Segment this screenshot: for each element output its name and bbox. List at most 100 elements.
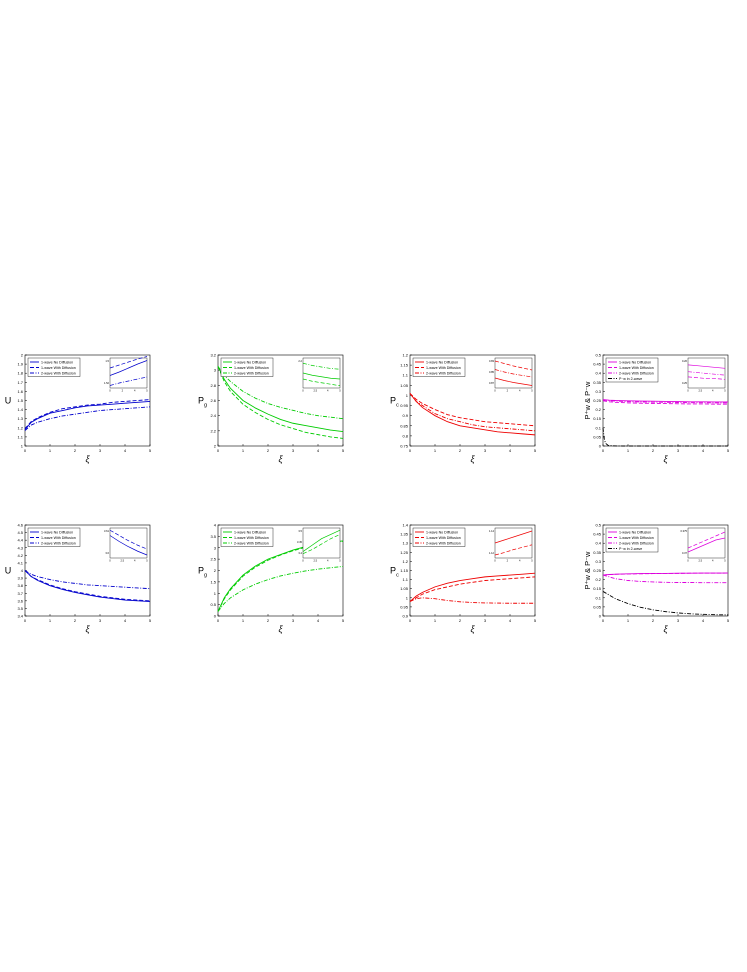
inset-series-line bbox=[302, 362, 341, 370]
inset-series-line bbox=[687, 537, 726, 553]
y-tick-label: 3.5 bbox=[210, 534, 216, 539]
y-tick-label: 0 bbox=[599, 444, 602, 449]
legend-entry: 1-wave With Diffusion bbox=[426, 536, 461, 540]
legend-entry: 2-wave With Diffusion bbox=[619, 541, 654, 545]
y-tick-label: 0 bbox=[214, 614, 217, 619]
y-tick-label: 1.7 bbox=[17, 380, 23, 385]
series-line-3 bbox=[602, 574, 728, 584]
y-tick-label: 4 bbox=[21, 568, 24, 573]
series-line-3 bbox=[24, 570, 151, 590]
series-line-3 bbox=[217, 565, 344, 612]
x-tick-label: 2 bbox=[267, 618, 270, 623]
y-tick-label: 0.35 bbox=[593, 550, 602, 555]
x-tick-label: 3 bbox=[292, 618, 295, 623]
inset-x-tick-label: 2 bbox=[122, 389, 124, 393]
y-tick-label: 2 bbox=[21, 353, 24, 358]
inset-x-tick-label: 2 bbox=[507, 559, 509, 563]
y-tick-label: 0.45 bbox=[593, 362, 602, 367]
y-tick-label: 1 bbox=[406, 595, 409, 600]
inset-y-tick-label: 0.37 bbox=[682, 551, 688, 555]
series-line-2 bbox=[409, 393, 536, 427]
inset-frame bbox=[494, 527, 533, 559]
y-axis-label-subscript: g bbox=[204, 573, 207, 579]
series-line-3 bbox=[217, 366, 344, 420]
y-tick-label: 0.4 bbox=[595, 541, 601, 546]
y-tick-label: 4.1 bbox=[17, 560, 23, 565]
inset-x-tick-label: 5 bbox=[146, 389, 148, 393]
legend-entry: 1-wave With Diffusion bbox=[619, 536, 654, 540]
legend-box bbox=[27, 357, 81, 377]
inset-x-tick-label: 4 bbox=[519, 389, 521, 393]
x-axis-label: ξ bbox=[85, 454, 90, 464]
x-tick-label: 5 bbox=[342, 448, 345, 453]
x-tick-label: 1 bbox=[242, 448, 245, 453]
inset-series-line bbox=[109, 535, 148, 556]
y-tick-label: 3.7 bbox=[17, 591, 23, 596]
x-tick-label: 5 bbox=[342, 618, 345, 623]
y-tick-label: 1.5 bbox=[17, 398, 23, 403]
x-tick-label: 0 bbox=[602, 618, 605, 623]
x-tick-label: 0 bbox=[409, 448, 412, 453]
inset-x-tick-label: 5 bbox=[531, 559, 533, 563]
inset-y-tick-label: 3.6 bbox=[105, 551, 109, 555]
inset-x-tick-label: 5 bbox=[724, 559, 726, 563]
y-tick-label: 3.5 bbox=[17, 606, 23, 611]
y-tick-label: 0.2 bbox=[595, 407, 601, 412]
y-tick-label: 1.1 bbox=[17, 434, 23, 439]
x-axis-label: ξ bbox=[278, 454, 283, 464]
inset-frame bbox=[302, 357, 341, 389]
legend-entry: P⁻w in 2-wave bbox=[619, 547, 642, 551]
y-tick-label: 0.25 bbox=[593, 568, 602, 573]
series-line-2 bbox=[409, 576, 536, 602]
legend-entry: 1-wave No Diffusion bbox=[41, 360, 73, 364]
y-tick-label: 1.9 bbox=[17, 362, 23, 367]
x-tick-label: 4 bbox=[124, 618, 127, 623]
legend-entry: 2-wave With Diffusion bbox=[41, 371, 76, 375]
legend-entry: 1-wave With Diffusion bbox=[41, 536, 76, 540]
x-tick-label: 0 bbox=[217, 618, 220, 623]
y-axis-label: P bbox=[198, 396, 204, 406]
x-tick-label: 4 bbox=[124, 448, 127, 453]
y-tick-label: 2.6 bbox=[210, 398, 216, 403]
y-tick-label: 1.05 bbox=[400, 586, 409, 591]
y-tick-label: 0.1 bbox=[595, 595, 601, 600]
y-tick-label: 0.45 bbox=[593, 532, 602, 537]
inset-series-line bbox=[109, 356, 148, 369]
y-tick-label: 4.2 bbox=[17, 553, 23, 558]
legend-entry: P⁻w in 2-wave bbox=[619, 377, 642, 381]
x-tick-label: 3 bbox=[484, 448, 487, 453]
series-line-1 bbox=[409, 393, 536, 436]
y-tick-label: 3.6 bbox=[17, 598, 23, 603]
inset-x-tick-label: 0 bbox=[494, 389, 496, 393]
inset-y-tick-label: 0.87 bbox=[489, 381, 495, 385]
x-tick-label: 2 bbox=[652, 618, 655, 623]
inset-series-line bbox=[687, 364, 726, 369]
inset-x-tick-label: 4 bbox=[519, 559, 521, 563]
y-tick-label: 3.2 bbox=[210, 353, 216, 358]
x-tick-label: 2 bbox=[459, 448, 462, 453]
y-tick-label: 4.5 bbox=[17, 530, 23, 535]
y-tick-label: 2 bbox=[214, 444, 217, 449]
x-tick-label: 1 bbox=[627, 618, 630, 623]
y-axis-label-subscript: c bbox=[396, 403, 399, 409]
y-tick-label: 1.4 bbox=[402, 523, 408, 528]
inset-series-line bbox=[494, 377, 533, 386]
inset-x-tick-label: 5 bbox=[339, 389, 341, 393]
y-tick-label: 4 bbox=[214, 523, 217, 528]
inset-x-tick-label: 5 bbox=[339, 559, 341, 563]
y-tick-label: 1.25 bbox=[400, 550, 409, 555]
inset-y-tick-label: 1.52 bbox=[104, 381, 110, 385]
y-tick-label: 1.4 bbox=[17, 407, 23, 412]
y-tick-label: 1.8 bbox=[17, 371, 23, 376]
y-tick-label: 0.25 bbox=[593, 398, 602, 403]
legend-entry: 1-wave With Diffusion bbox=[426, 366, 461, 370]
y-tick-label: 1 bbox=[21, 444, 24, 449]
x-axis-label: ξ bbox=[470, 624, 475, 634]
y-tick-label: 3 bbox=[214, 545, 217, 550]
y-tick-label: 0.5 bbox=[210, 602, 216, 607]
inset-series-line bbox=[302, 534, 341, 555]
inset-series-line bbox=[302, 372, 341, 380]
y-tick-label: 1.1 bbox=[402, 373, 408, 378]
y-tick-label: 0.4 bbox=[595, 371, 601, 376]
y-axis-label-subscript: g bbox=[204, 403, 207, 409]
